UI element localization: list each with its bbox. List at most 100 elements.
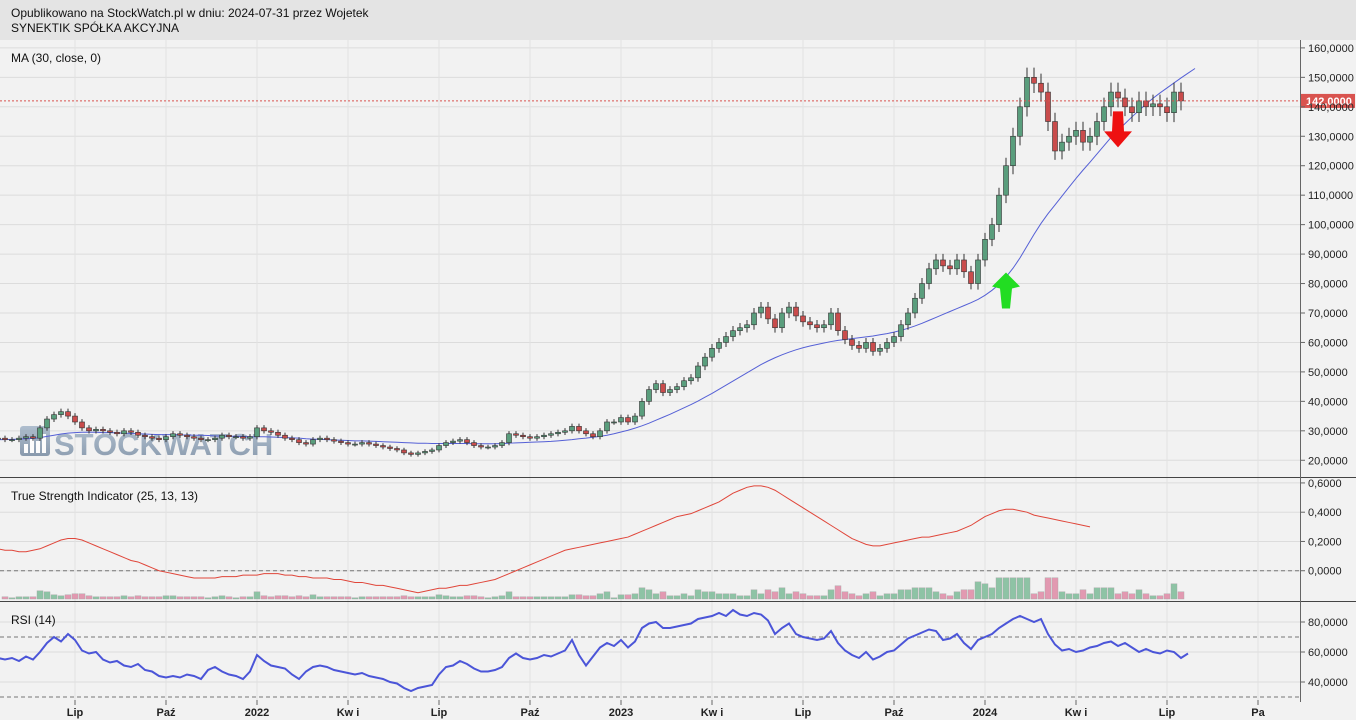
watermark: STOCKWATCH — [20, 426, 273, 462]
candle-body — [156, 437, 162, 440]
tsi-volume-bar — [155, 596, 163, 600]
tsi-volume-bar — [1114, 593, 1122, 600]
tsi-volume-bar — [799, 593, 807, 600]
tsi-volume-bar — [295, 595, 303, 600]
tsi-volume-bar — [953, 591, 961, 600]
candle-body — [660, 383, 666, 393]
tsi-volume-bar — [15, 596, 23, 600]
candle-body — [954, 259, 960, 270]
tsi-volume-bar — [967, 589, 975, 600]
tsi-volume-bar — [260, 595, 268, 600]
tsi-volume-bar — [764, 589, 772, 600]
y-tick-label-price: 150,0000 — [1308, 72, 1354, 84]
x-tick-label: Paź — [521, 707, 540, 719]
candle-body — [352, 443, 358, 446]
tsi-volume-bar — [344, 596, 352, 600]
tsi-volume-bar — [435, 594, 443, 600]
candle-body — [387, 446, 393, 449]
candle-body — [303, 442, 309, 445]
candle-body — [485, 446, 491, 449]
tsi-volume-bar — [134, 595, 142, 600]
tsi-volume-bar — [547, 596, 555, 600]
tsi-volume-bar — [253, 591, 261, 600]
candle-body — [870, 342, 876, 352]
candle-body — [142, 434, 148, 438]
tsi-volume-bar — [365, 596, 373, 600]
candle-body — [114, 431, 120, 435]
tsi-volume-bar — [694, 589, 702, 600]
candle-body — [646, 389, 652, 402]
tsi-volume-bar — [148, 596, 156, 600]
candle-body — [268, 430, 274, 433]
x-tick-label: Lip — [1159, 707, 1176, 719]
candle-body — [30, 436, 36, 439]
tsi-volume-bar — [617, 594, 625, 600]
candle-body — [1164, 106, 1170, 113]
tsi-volume-bar — [911, 587, 919, 600]
y-tick-label-price: 100,0000 — [1308, 220, 1354, 232]
candle-body — [618, 417, 624, 423]
candle-body — [1059, 141, 1065, 152]
x-tick-label: Kw i — [701, 707, 724, 719]
candle-body — [324, 437, 330, 440]
tsi-volume-bar — [246, 596, 254, 600]
tsi-volume-bar — [197, 596, 205, 600]
tsi-volume-bar — [883, 593, 891, 600]
candle-body — [345, 442, 351, 445]
candle-body — [338, 440, 344, 443]
y-tick-label-tsi: 0,6000 — [1308, 478, 1342, 490]
tsi-volume-bar — [1093, 587, 1101, 600]
buy-signal-arrow-icon — [992, 272, 1020, 309]
y-tick-label-price: 120,0000 — [1308, 161, 1354, 173]
tsi-volume-bar — [533, 596, 541, 600]
rsi-line — [0, 608, 1189, 693]
tsi-volume-bar — [379, 596, 387, 600]
tsi-volume-bar — [85, 595, 93, 600]
tsi-volume-bar — [78, 593, 86, 600]
tsi-volume-bar — [855, 595, 863, 600]
tsi-volume-bar — [183, 596, 191, 600]
candle-body — [240, 436, 246, 439]
y-tick-label-price: 110,0000 — [1308, 190, 1353, 202]
tsi-volume-bar — [778, 587, 786, 600]
tsi-volume-bar — [603, 591, 611, 600]
candle-body — [569, 426, 575, 432]
tsi-volume-bar — [64, 594, 72, 600]
tsi-volume-bar — [540, 596, 548, 600]
tsi-volume-bar — [393, 596, 401, 600]
candle-body — [877, 348, 883, 352]
tsi-volume-bar — [29, 596, 37, 600]
tsi-volume-bar — [708, 591, 716, 600]
candle-body — [828, 312, 834, 326]
tsi-volume-bar — [449, 596, 457, 600]
tsi-volume-bar — [1016, 577, 1024, 600]
y-tick-label-price: 160,0000 — [1308, 43, 1354, 55]
tsi-line — [0, 485, 1091, 594]
candle-body — [51, 414, 57, 420]
tsi-volume-bar — [239, 596, 247, 600]
tsi-volume-bar — [995, 577, 1003, 600]
tsi-volume-bar — [848, 593, 856, 600]
tsi-volume-bar — [407, 596, 415, 600]
candle-body — [1080, 130, 1086, 143]
candle-body — [191, 436, 197, 439]
tsi-volume-bar — [99, 596, 107, 600]
candle-body — [415, 452, 421, 455]
candle-body — [401, 449, 407, 454]
tsi-volume-bar — [428, 596, 436, 600]
tsi-volume-bar — [225, 596, 233, 600]
candle-body — [1143, 100, 1149, 108]
x-tick-label: 2022 — [245, 707, 269, 719]
x-tick-label: Kw i — [1065, 707, 1088, 719]
rsi-panel-title: RSI (14) — [11, 613, 56, 627]
candle-body — [639, 401, 645, 417]
candle-body — [310, 439, 316, 445]
y-tick-label-price: 60,0000 — [1308, 337, 1348, 349]
price-panel — [0, 40, 1300, 477]
tsi-volume-bar — [1142, 593, 1150, 600]
candle-body — [611, 421, 617, 424]
tsi-volume-bar — [22, 596, 30, 600]
tsi-volume-bar — [792, 591, 800, 600]
candles-layer — [0, 67, 1184, 457]
tsi-volume-bar — [519, 596, 527, 600]
